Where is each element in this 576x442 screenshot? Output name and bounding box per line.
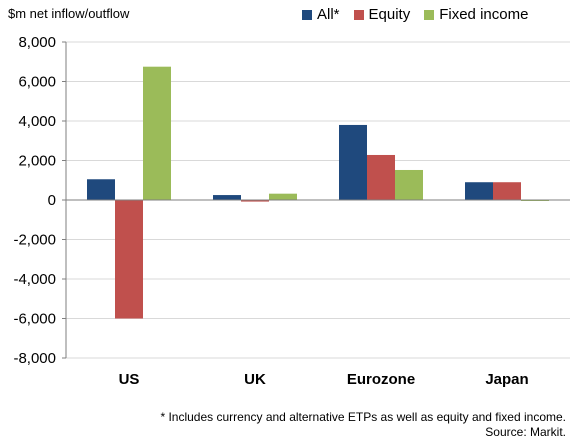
legend-swatch-equity xyxy=(353,9,364,20)
footnote-source: Source: Markit. xyxy=(485,425,566,439)
bar xyxy=(143,66,171,200)
y-tick-label: 6,000 xyxy=(18,74,56,91)
bar xyxy=(339,124,367,200)
bar xyxy=(115,200,143,319)
bar xyxy=(241,200,269,202)
legend-label-all: All* xyxy=(317,6,340,23)
legend: All* Equity Fixed income xyxy=(302,6,528,23)
x-category-label: Eurozone xyxy=(347,371,415,388)
legend-item-equity: Equity xyxy=(353,6,411,23)
y-tick-label: 0 xyxy=(48,192,56,209)
legend-swatch-fixed-income xyxy=(424,9,435,20)
y-axis-label: $m net inflow/outflow xyxy=(8,6,130,21)
legend-item-all: All* xyxy=(302,6,340,23)
bar xyxy=(213,195,241,200)
x-category-label: UK xyxy=(244,371,266,388)
bar xyxy=(465,182,493,200)
legend-label-equity: Equity xyxy=(368,6,411,23)
y-tick-label: 4,000 xyxy=(18,113,56,130)
footnote-note: * Includes currency and alternative ETPs… xyxy=(160,410,566,424)
bar xyxy=(87,179,115,200)
y-tick-label: 8,000 xyxy=(18,34,56,51)
legend-item-fixed-income: Fixed income xyxy=(424,6,528,23)
y-tick-label: -6,000 xyxy=(13,311,56,328)
bar xyxy=(493,182,521,200)
legend-swatch-all xyxy=(302,9,312,20)
footnote: * Includes currency and alternative ETPs… xyxy=(160,410,566,440)
x-category-label: US xyxy=(119,371,140,388)
y-tick-label: -8,000 xyxy=(13,350,56,367)
y-tick-label: -4,000 xyxy=(13,271,56,288)
y-tick-label: -2,000 xyxy=(13,232,56,249)
y-tick-label: 2,000 xyxy=(18,153,56,170)
x-category-label: Japan xyxy=(485,371,528,388)
bar xyxy=(367,154,395,200)
bar xyxy=(395,169,423,200)
legend-label-fixed-income: Fixed income xyxy=(439,6,529,23)
bar xyxy=(269,193,297,200)
